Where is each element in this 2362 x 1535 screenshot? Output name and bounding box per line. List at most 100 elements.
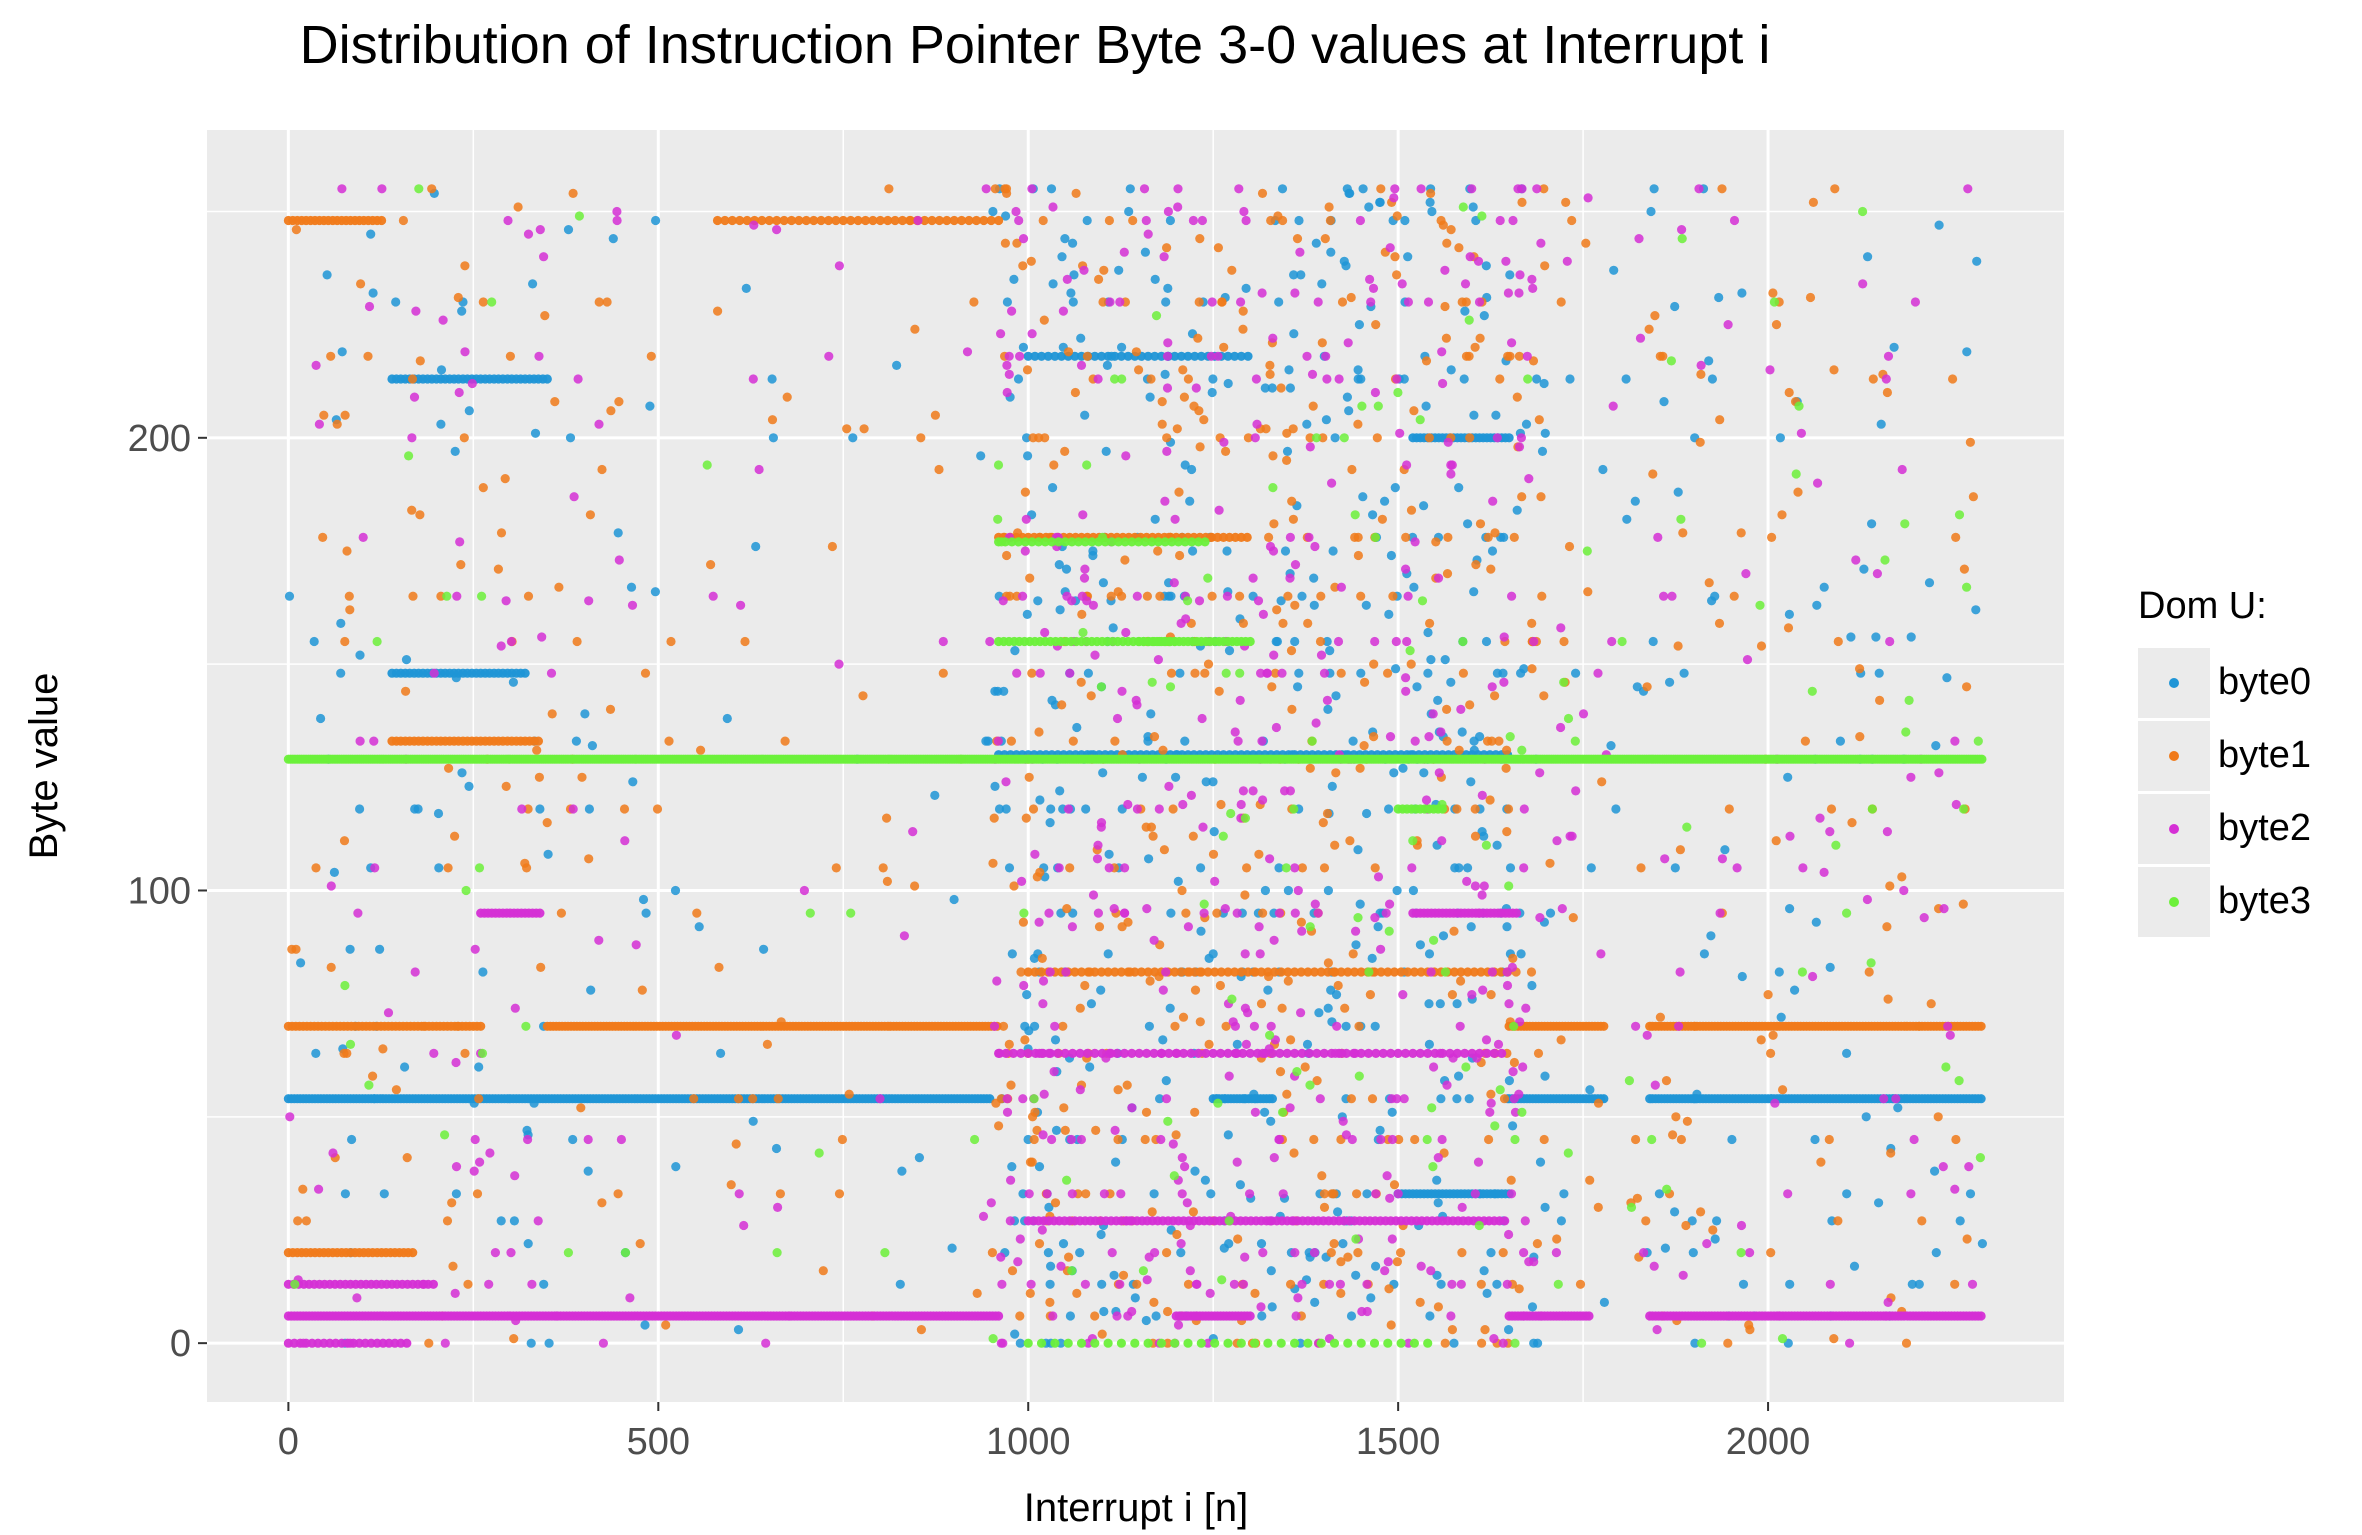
point-byte2 bbox=[1183, 922, 1193, 932]
point-byte2 bbox=[1214, 505, 1224, 515]
point-byte1 bbox=[910, 324, 920, 334]
point-byte1 bbox=[1110, 967, 1120, 977]
point-byte1 bbox=[779, 215, 789, 226]
point-byte0 bbox=[1351, 940, 1361, 950]
point-byte2 bbox=[1503, 288, 1513, 298]
point-byte2 bbox=[992, 976, 1002, 986]
point-byte2 bbox=[1173, 184, 1183, 194]
point-byte2 bbox=[484, 1279, 494, 1289]
point-byte2 bbox=[1258, 1048, 1268, 1058]
point-byte2 bbox=[1407, 863, 1417, 873]
point-byte2 bbox=[1304, 532, 1314, 543]
point-byte1 bbox=[1360, 677, 1370, 687]
point-byte0 bbox=[1274, 863, 1284, 873]
point-byte1 bbox=[415, 356, 425, 366]
point-byte1 bbox=[1830, 184, 1840, 194]
point-byte1 bbox=[1855, 732, 1865, 742]
point-byte2 bbox=[1044, 1048, 1054, 1058]
point-byte0 bbox=[1302, 1039, 1313, 1049]
point-byte2 bbox=[407, 433, 417, 443]
point-byte2 bbox=[995, 1048, 1005, 1058]
point-byte0 bbox=[1565, 374, 1575, 384]
point-byte1 bbox=[1149, 732, 1160, 742]
point-byte1 bbox=[1034, 433, 1044, 443]
point-byte2 bbox=[1002, 1107, 1013, 1117]
point-byte1 bbox=[794, 215, 804, 226]
point-byte2 bbox=[1173, 1320, 1184, 1330]
point-byte0 bbox=[1386, 550, 1396, 561]
point-byte0 bbox=[1436, 1094, 1446, 1104]
point-byte1 bbox=[720, 215, 730, 226]
point-byte1 bbox=[860, 215, 871, 226]
point-byte2 bbox=[1343, 338, 1353, 348]
point-byte0 bbox=[1893, 1103, 1903, 1113]
point-byte2 bbox=[429, 1048, 439, 1058]
point-byte0 bbox=[1007, 1162, 1017, 1172]
point-byte1 bbox=[1539, 1134, 1549, 1145]
point-byte0 bbox=[1599, 1297, 1609, 1307]
point-byte1 bbox=[1336, 967, 1346, 977]
point-byte2 bbox=[1030, 849, 1040, 859]
point-byte1 bbox=[1199, 415, 1209, 425]
point-byte2 bbox=[996, 329, 1006, 339]
point-byte1 bbox=[868, 215, 878, 226]
point-byte2 bbox=[352, 1293, 362, 1303]
point-byte1 bbox=[1106, 591, 1116, 601]
point-byte1 bbox=[1039, 315, 1049, 325]
point-byte2 bbox=[1018, 1094, 1028, 1104]
point-byte2 bbox=[993, 736, 1003, 746]
point-byte1 bbox=[692, 908, 702, 918]
point-byte2 bbox=[1048, 202, 1058, 212]
point-byte0 bbox=[1331, 691, 1341, 701]
point-byte2 bbox=[1018, 591, 1028, 601]
point-byte1 bbox=[1098, 297, 1108, 307]
point-byte2 bbox=[1185, 1220, 1195, 1231]
point-byte2 bbox=[1382, 1171, 1392, 1181]
point-byte0 bbox=[1046, 184, 1057, 194]
point-byte2 bbox=[1020, 546, 1030, 556]
point-byte1 bbox=[1552, 1234, 1562, 1244]
point-byte1 bbox=[1833, 1216, 1843, 1226]
point-byte1 bbox=[1329, 967, 1339, 977]
point-byte2 bbox=[1181, 614, 1191, 624]
point-byte2 bbox=[1465, 252, 1475, 262]
point-byte0 bbox=[1654, 1189, 1664, 1199]
point-byte0 bbox=[1096, 985, 1106, 995]
point-byte0 bbox=[1348, 736, 1358, 746]
point-byte0 bbox=[1201, 777, 1211, 787]
point-byte3 bbox=[1173, 537, 1183, 547]
point-byte2 bbox=[1383, 1257, 1393, 1267]
point-byte3 bbox=[1156, 1338, 1166, 1348]
point-byte1 bbox=[572, 636, 582, 647]
point-byte1 bbox=[878, 863, 888, 873]
point-byte1 bbox=[1005, 591, 1015, 601]
point-byte2 bbox=[994, 1311, 1004, 1321]
point-byte1 bbox=[298, 1184, 308, 1194]
point-byte2 bbox=[1197, 215, 1207, 226]
point-byte1 bbox=[764, 215, 774, 226]
point-byte1 bbox=[972, 1288, 982, 1298]
point-byte2 bbox=[1162, 446, 1172, 456]
point-byte2 bbox=[501, 596, 511, 606]
point-byte2 bbox=[1401, 564, 1411, 574]
point-byte1 bbox=[712, 215, 723, 226]
point-byte1 bbox=[1082, 351, 1092, 361]
point-byte1 bbox=[910, 881, 920, 891]
point-byte2 bbox=[1232, 1157, 1242, 1167]
point-byte2 bbox=[620, 836, 630, 846]
point-byte2 bbox=[1056, 1261, 1066, 1271]
point-byte2 bbox=[1053, 1048, 1063, 1058]
point-byte1 bbox=[882, 876, 893, 887]
point-byte1 bbox=[1319, 1202, 1330, 1212]
point-byte0 bbox=[1971, 605, 1981, 615]
point-byte2 bbox=[1185, 1266, 1195, 1276]
point-byte2 bbox=[1457, 1202, 1467, 1212]
point-byte1 bbox=[1962, 1234, 1972, 1244]
point-byte2 bbox=[1715, 908, 1725, 918]
point-byte1 bbox=[523, 591, 534, 601]
point-byte2 bbox=[1401, 686, 1411, 696]
point-byte0 bbox=[1266, 1116, 1276, 1126]
point-byte2 bbox=[1034, 917, 1044, 927]
point-byte0 bbox=[1196, 351, 1206, 361]
point-byte0 bbox=[1080, 410, 1090, 420]
